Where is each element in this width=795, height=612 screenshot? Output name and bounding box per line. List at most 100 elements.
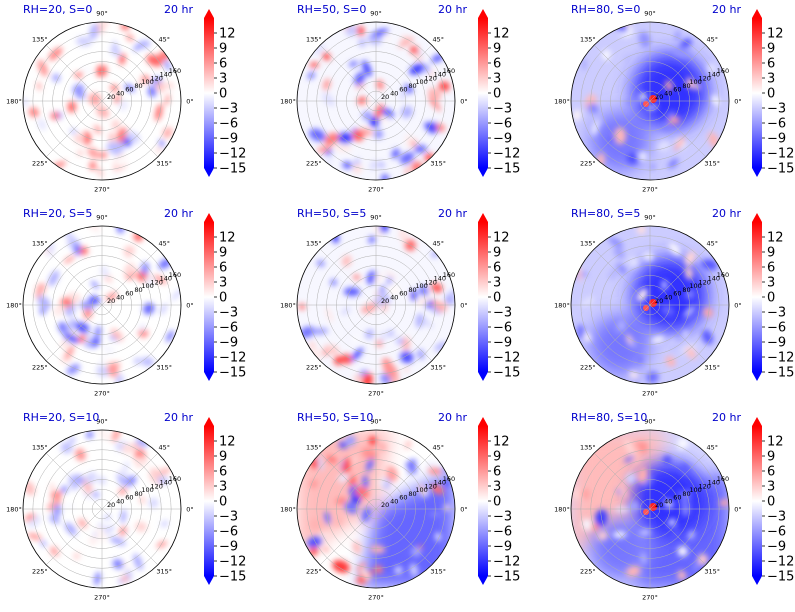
field-blob <box>719 499 729 507</box>
colorbar-tick-label: 12 <box>219 231 236 246</box>
field-blob <box>159 303 168 315</box>
angular-tick-label: 0° <box>186 98 193 106</box>
colorbar-tick-label: −9 <box>767 540 786 555</box>
field-blob <box>685 266 693 280</box>
field-blob <box>402 367 410 373</box>
colorbar-tick-label: −15 <box>493 366 520 381</box>
angular-tick-label: 315° <box>704 160 720 168</box>
angular-gridline <box>375 452 433 510</box>
colorbar-tick-label: −9 <box>493 336 512 351</box>
field-blob <box>330 278 337 286</box>
field-blob <box>398 37 414 48</box>
angular-tick-labels: 0° 45° 90° 135° 180° 225° 270° 315° <box>6 418 194 602</box>
field-blob <box>350 494 361 505</box>
field-blob <box>343 287 361 297</box>
radial-tick-label: 60 <box>673 290 681 298</box>
colorbar-extend-max <box>752 9 762 18</box>
angular-tick-label: 45° <box>432 35 444 43</box>
field-blob <box>309 62 319 68</box>
field-blob <box>23 98 29 106</box>
field-blob <box>386 466 398 482</box>
field-blob <box>354 158 360 166</box>
radial-tick-label: 120 <box>151 74 163 82</box>
field-blob <box>443 478 450 488</box>
colorbar-tick-label: 3 <box>493 276 501 291</box>
colorbar-tick-label: 12 <box>767 435 784 450</box>
colorbar-extend-max <box>204 417 214 426</box>
core-blob <box>590 315 650 375</box>
field-blob <box>624 439 635 456</box>
field-blob <box>126 264 135 276</box>
colorbar-extend-min <box>204 168 214 177</box>
colorbar-tick-label: 6 <box>493 57 501 72</box>
angular-tick-label: 90° <box>370 10 382 18</box>
field-blob <box>369 160 379 171</box>
colorbar-tick-label: −3 <box>493 102 512 117</box>
field-blob <box>36 82 42 91</box>
radial-tick-label: 80 <box>134 490 142 498</box>
field-blob <box>614 507 630 513</box>
colorbar-tick-label: −6 <box>767 525 786 540</box>
angular-gridline <box>319 508 377 566</box>
field-blob <box>665 356 676 367</box>
angular-gridline <box>319 452 377 510</box>
colorbar-tick-label: −6 <box>767 321 786 336</box>
field-blob <box>135 521 148 532</box>
field-blob <box>428 97 441 112</box>
radial-tick-label: 140 <box>708 479 720 487</box>
radial-tick-label: 140 <box>160 275 172 283</box>
panel-time-label: 20 hr <box>164 3 193 16</box>
colorbar-tick-label: 0 <box>493 87 501 102</box>
field-blob <box>155 146 163 154</box>
field-blob <box>92 490 100 499</box>
panel-title: RH=20, S=5 <box>23 207 92 220</box>
colorbar-tick-label: −9 <box>219 132 238 147</box>
field-blob <box>94 325 102 339</box>
angular-tick-label: 135° <box>32 35 48 43</box>
polar-grid <box>296 429 456 589</box>
field-blob <box>631 152 640 164</box>
field-blob <box>139 495 146 505</box>
field-blob <box>76 36 92 47</box>
angular-gridline <box>375 508 433 566</box>
field-blob <box>306 536 323 548</box>
field-blob <box>96 165 104 178</box>
polar-frame <box>22 21 182 181</box>
polar-grid <box>570 429 730 589</box>
field-blob <box>95 65 108 77</box>
field-blob <box>657 140 671 152</box>
field-blob <box>333 515 343 527</box>
field-blob <box>362 110 372 121</box>
angular-tick-label: 90° <box>96 214 108 222</box>
field-blob <box>125 475 137 487</box>
radial-tick-label: 140 <box>708 275 720 283</box>
polar-grid <box>22 21 182 181</box>
colorbar-tick-label: 0 <box>219 495 227 510</box>
field-blob <box>686 77 695 89</box>
field-blob <box>110 46 119 56</box>
radial-tick-label: 60 <box>399 494 407 502</box>
field-blob <box>409 463 417 474</box>
colorbar-tick-label: 12 <box>767 231 784 246</box>
field-blob <box>401 544 413 558</box>
angular-gridline <box>101 44 159 102</box>
angular-tick-label: 225° <box>306 568 322 576</box>
angular-tick-labels: 0° 45° 90° 135° 180° 225° 270° 315° <box>6 214 194 398</box>
colorbar-tick-label: −15 <box>767 366 794 381</box>
field-blob <box>362 475 369 489</box>
field-blob <box>110 141 125 155</box>
field-blob <box>123 137 132 147</box>
field-blob <box>677 546 688 557</box>
radial-tick-label: 40 <box>390 497 398 505</box>
panel-title: RH=80, S=5 <box>571 207 640 220</box>
colorbar-tick-label: −12 <box>767 555 794 570</box>
field-blob <box>399 86 407 102</box>
panel-title: RH=50, S=0 <box>297 3 366 16</box>
angular-tick-label: 135° <box>306 443 322 451</box>
field-blob <box>435 532 441 541</box>
angular-tick-label: 315° <box>430 364 446 372</box>
colorbar-tick-label: −3 <box>219 306 238 321</box>
field-blob <box>85 472 97 485</box>
